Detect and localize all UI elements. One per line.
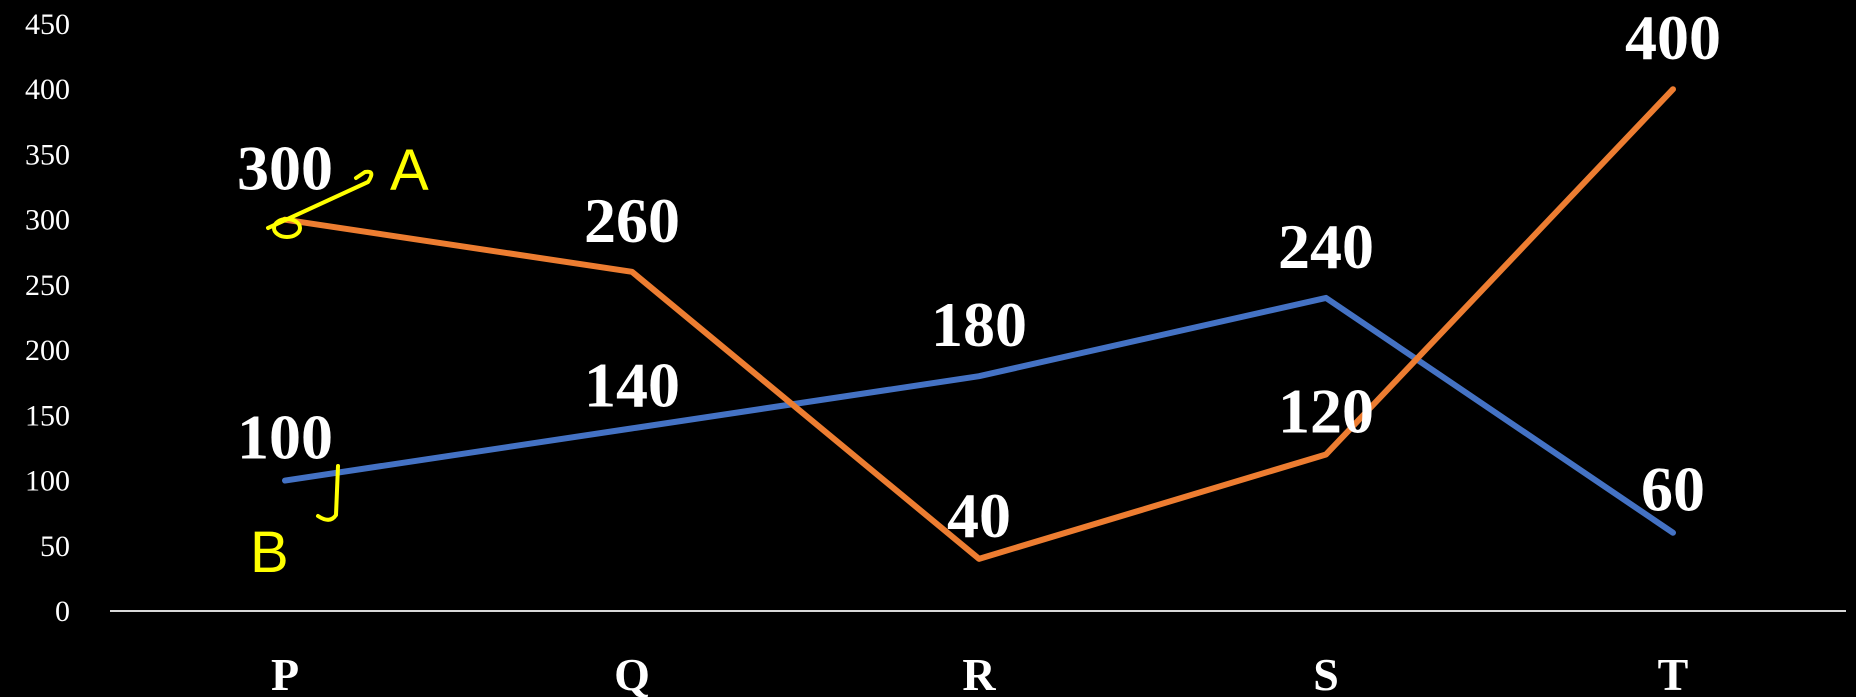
data-label-b: 140 bbox=[584, 349, 680, 420]
series-lines bbox=[282, 86, 1676, 562]
annotation-arrow-to-b bbox=[316, 464, 340, 522]
y-tick-label: 150 bbox=[25, 399, 70, 432]
y-tick-label: 450 bbox=[25, 8, 70, 41]
annotation-label-a: A bbox=[390, 138, 429, 203]
y-tick-label: 250 bbox=[25, 269, 70, 302]
annotation-label-b: B bbox=[250, 520, 289, 585]
y-tick-label: 300 bbox=[25, 204, 70, 237]
data-labels: 300 260 40 120 400 100 140 180 240 60 bbox=[237, 2, 1721, 551]
data-label-a: 300 bbox=[237, 133, 333, 204]
y-tick-label: 350 bbox=[25, 138, 70, 171]
data-label-a: 120 bbox=[1278, 375, 1374, 446]
y-tick-label: 400 bbox=[25, 73, 70, 106]
data-label-a: 40 bbox=[947, 480, 1011, 551]
data-label-b: 240 bbox=[1278, 211, 1374, 282]
annotation-arrow-to-a bbox=[266, 169, 374, 230]
data-label-b: 60 bbox=[1641, 454, 1705, 525]
handwritten-annotations: A B bbox=[250, 138, 429, 585]
y-tick-label: 100 bbox=[25, 465, 70, 498]
y-tick-label: 200 bbox=[25, 334, 70, 367]
x-tick-label: T bbox=[1658, 649, 1689, 697]
y-axis-ticks: 0 50 100 150 200 250 300 350 400 450 bbox=[25, 8, 70, 628]
y-tick-label: 0 bbox=[55, 595, 70, 628]
x-axis-ticks: P Q R S T bbox=[271, 649, 1688, 697]
data-label-b: 100 bbox=[237, 402, 333, 473]
x-tick-label: S bbox=[1313, 649, 1339, 697]
x-tick-label: P bbox=[271, 649, 299, 697]
data-label-b: 180 bbox=[931, 289, 1027, 360]
x-tick-label: Q bbox=[614, 649, 650, 697]
series-line-b bbox=[282, 294, 1676, 536]
y-tick-label: 50 bbox=[40, 530, 70, 563]
x-tick-label: R bbox=[962, 649, 996, 697]
series-line-a bbox=[282, 86, 1676, 562]
data-label-a: 260 bbox=[584, 185, 680, 256]
data-label-a: 400 bbox=[1625, 2, 1721, 73]
